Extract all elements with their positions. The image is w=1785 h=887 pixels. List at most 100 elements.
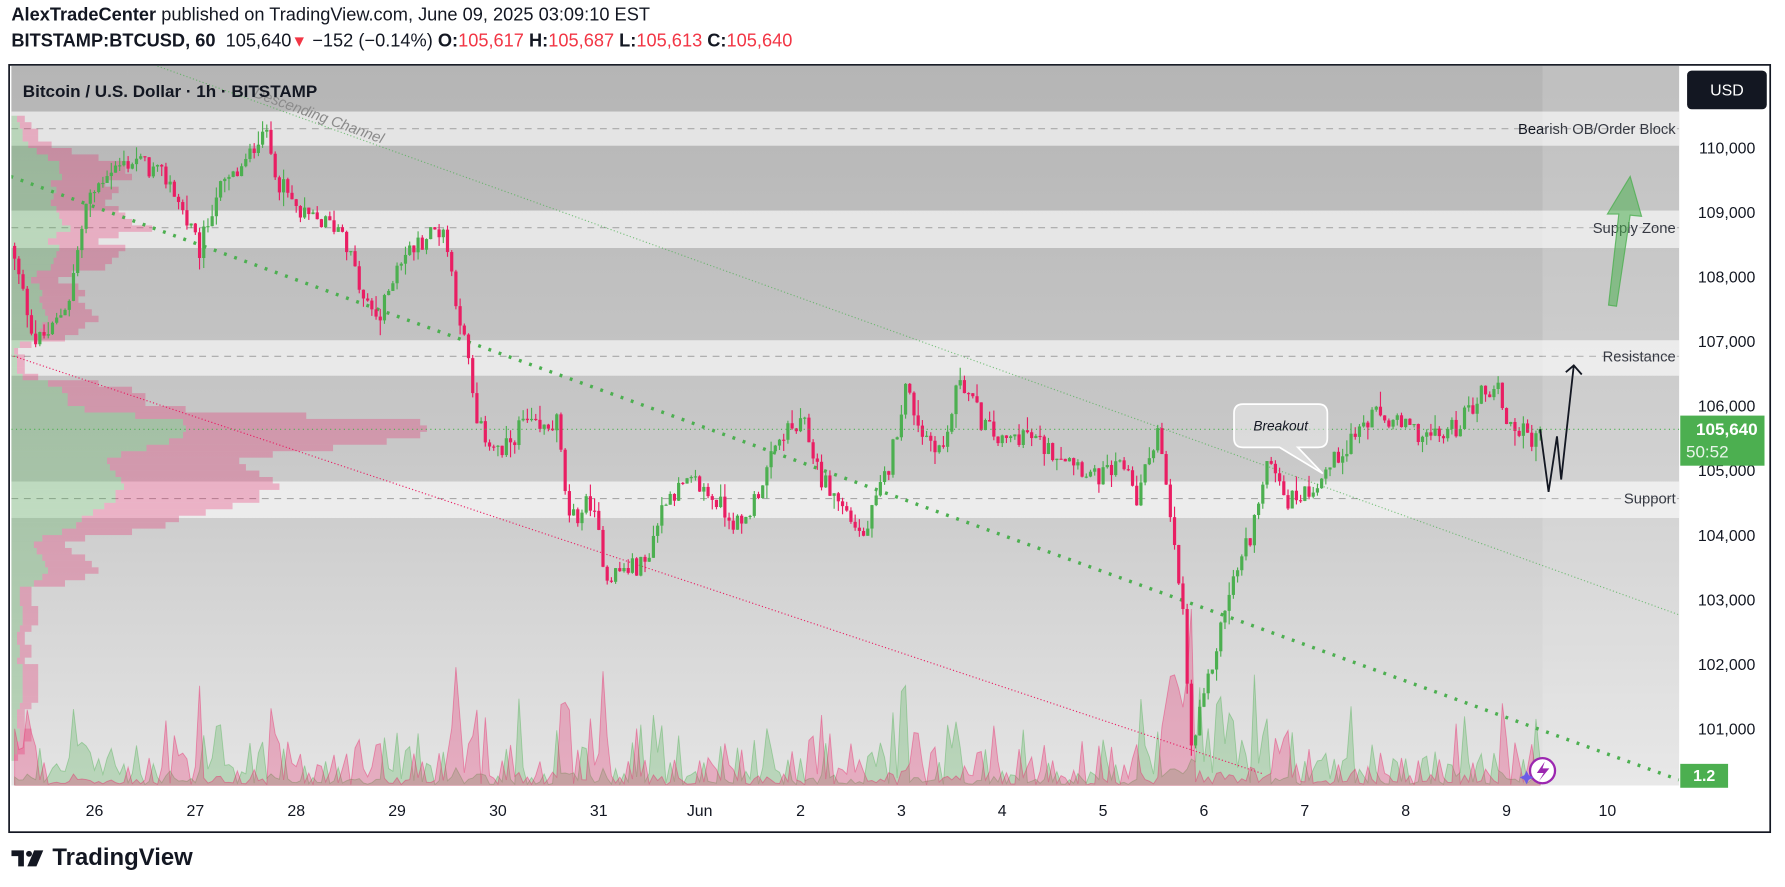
candle-body	[693, 476, 698, 478]
volume-profile-bar-down	[42, 322, 86, 329]
volume-profile-bar-up	[11, 638, 18, 645]
candle-body	[1109, 464, 1114, 476]
projection-arrowhead	[1565, 364, 1583, 376]
candle-body	[269, 129, 273, 154]
volume-profile-bar-up	[11, 218, 63, 226]
volume-profile-bar-down	[33, 580, 65, 587]
volume-profile-bar-down	[17, 638, 25, 645]
candle-body	[1004, 435, 1009, 438]
volume-profile-bar-down	[22, 618, 39, 626]
candle-body	[197, 232, 202, 258]
candle-body	[924, 435, 929, 437]
time-tick-label: 29	[388, 803, 406, 820]
candle-body	[113, 165, 118, 173]
candle-body	[1122, 460, 1126, 470]
time-axis[interactable]: 26 27 28 29 30 31 Jun 2 3 4 5 6 7 8 9 10	[86, 803, 1617, 820]
volume-profile-bar-down	[19, 593, 32, 600]
candle-body	[1530, 432, 1534, 447]
candle-body	[937, 445, 941, 453]
volume-profile-bar-up	[11, 154, 48, 161]
volume-profile-bar-up	[11, 367, 18, 374]
candle-body	[227, 176, 231, 179]
candle-body	[681, 482, 685, 484]
volume-profile-bar-down	[59, 244, 126, 252]
candle-body	[618, 568, 622, 572]
volume-profile-bar-down	[17, 115, 25, 123]
candle-body	[282, 179, 286, 193]
candle-body	[1139, 482, 1143, 506]
lightning-assistant-icon[interactable]	[1519, 757, 1557, 785]
candle-body	[1462, 407, 1467, 430]
volume-profile-bar-down	[19, 735, 32, 742]
time-tick-label: 5	[1099, 803, 1108, 820]
candle-body	[324, 216, 328, 228]
candle-body	[1206, 673, 1210, 694]
time-tick-label: 30	[489, 803, 507, 820]
candle-body	[1341, 456, 1345, 463]
candle-body	[1021, 430, 1025, 445]
candle-body	[80, 228, 84, 251]
volume-profile-bar-up	[11, 754, 15, 761]
candle-body	[929, 435, 933, 441]
volume-profile-bar-down	[62, 218, 133, 226]
candle-body	[1059, 458, 1063, 460]
volume-profile-bar-down	[33, 335, 65, 342]
candle-body	[1458, 429, 1462, 437]
candle-body	[1345, 453, 1349, 457]
candle-body	[172, 181, 176, 197]
volume-profile-bar-down	[135, 412, 307, 419]
candle-body	[983, 419, 988, 431]
candle-body	[185, 210, 189, 226]
candle-body	[643, 556, 647, 562]
volume-profile-bar-up	[11, 341, 20, 348]
currency-button[interactable]: USD	[1687, 70, 1767, 110]
candle-body	[395, 265, 399, 284]
candle-body	[17, 258, 21, 275]
candle-body	[567, 491, 571, 516]
candle-body	[1051, 443, 1055, 461]
candle-body	[1055, 458, 1059, 461]
candle-body	[811, 442, 815, 459]
candle-body	[819, 461, 824, 488]
candle-body	[13, 245, 17, 259]
candle-body	[273, 153, 277, 178]
candle-body	[735, 515, 740, 530]
candle-body	[193, 223, 197, 233]
candle-body	[38, 332, 42, 345]
candle-body	[1404, 418, 1408, 428]
price-tick-label: 108,000	[1698, 270, 1756, 287]
volume-profile-bar-down	[22, 135, 39, 142]
tradingview-logo[interactable]: TradingView	[11, 845, 193, 872]
volume-profile-bar-down	[17, 741, 25, 748]
candle-body	[1525, 423, 1530, 433]
volume-profile-bar-up	[11, 541, 34, 548]
author-name[interactable]: AlexTradeCenter	[11, 5, 157, 26]
time-tick-label: 8	[1401, 803, 1410, 820]
volume-profile-bar-up	[11, 270, 37, 278]
candle-body	[660, 505, 664, 526]
volume-profile-bar-down	[59, 160, 126, 168]
candle-body	[1151, 450, 1156, 459]
volume-profile-bar-up	[11, 618, 23, 626]
volume-profile-bar-up	[11, 147, 37, 155]
candle-body	[538, 419, 542, 429]
candle-body	[189, 223, 193, 226]
price-axis[interactable]: 110,000 109,000 108,000 107,000 106,000 105,0…	[1698, 141, 1756, 739]
volume-profile-bar-down	[17, 715, 25, 723]
volume-profile-bar-down	[31, 277, 59, 284]
candle-body	[912, 392, 916, 416]
candle-body	[332, 220, 336, 232]
volume-profile-bar-up	[11, 231, 57, 239]
candle-body	[298, 205, 303, 218]
candle-body	[1513, 421, 1517, 431]
candle-body	[1130, 470, 1135, 486]
volume-profile-bar-up	[11, 631, 18, 639]
breakout-callout[interactable]: Breakout	[1233, 403, 1329, 475]
candle-body	[840, 501, 845, 507]
candle-body	[555, 414, 559, 431]
candle-body	[210, 216, 214, 227]
candle-body	[782, 439, 786, 441]
candle-body	[1479, 385, 1483, 404]
volume-profile-bar-up	[11, 715, 18, 723]
